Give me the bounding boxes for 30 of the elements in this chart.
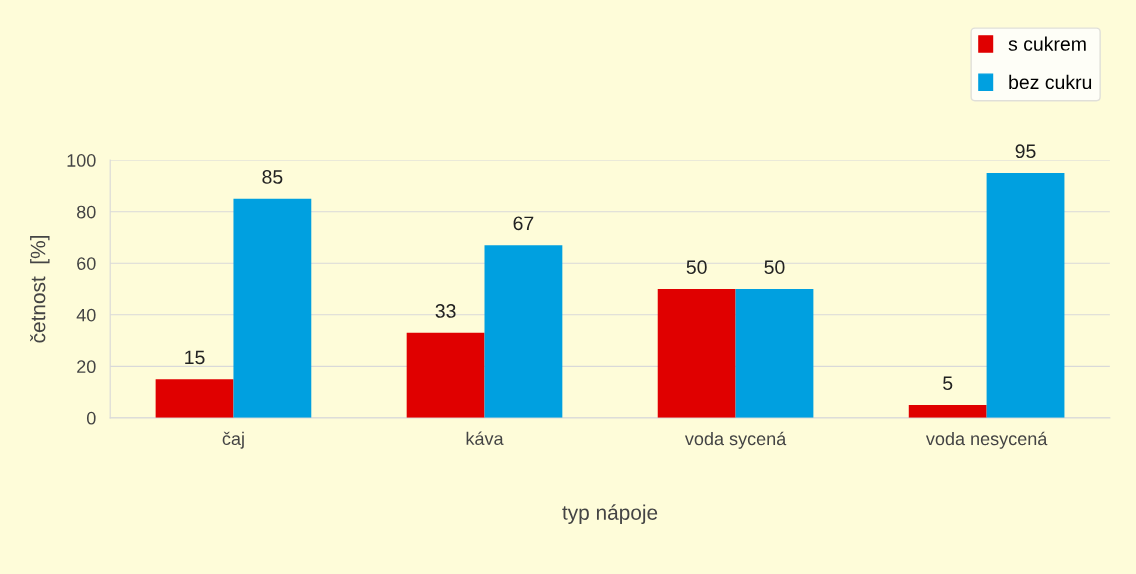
bar — [908, 404, 987, 418]
y-tick-label: 100 — [67, 154, 96, 167]
bar — [657, 289, 736, 418]
legend-label: s cukrem — [1008, 36, 1086, 51]
x-tick-label: čaj — [222, 431, 244, 449]
data-label: 95 — [1015, 144, 1036, 159]
data-label: 50 — [686, 260, 707, 275]
y-tick-label: 40 — [76, 308, 96, 322]
y-tick-label: 0 — [86, 411, 96, 425]
bar — [735, 289, 814, 418]
x-tick-label: káva — [466, 431, 504, 446]
data-label: 67 — [513, 216, 534, 231]
data-label: 85 — [262, 170, 283, 184]
bar — [484, 245, 563, 418]
y-tick-label: 80 — [77, 205, 96, 219]
y-axis-title: četnost [%] — [30, 236, 50, 343]
bar — [155, 379, 234, 418]
y-tick-label: 20 — [77, 360, 96, 374]
bar — [986, 173, 1065, 418]
data-label: 33 — [435, 304, 456, 318]
bar — [406, 332, 485, 418]
x-tick-label: voda sycená — [684, 431, 787, 449]
legend-label: bez cukru — [1009, 74, 1092, 90]
data-label: 15 — [185, 350, 205, 365]
data-label: 5 — [943, 376, 953, 391]
bar — [233, 198, 312, 418]
y-tick-label: 60 — [77, 257, 96, 270]
x-axis-title: typ nápoje — [562, 504, 658, 525]
x-tick-label: voda nesycená — [925, 431, 1048, 449]
data-label: 50 — [764, 260, 785, 275]
